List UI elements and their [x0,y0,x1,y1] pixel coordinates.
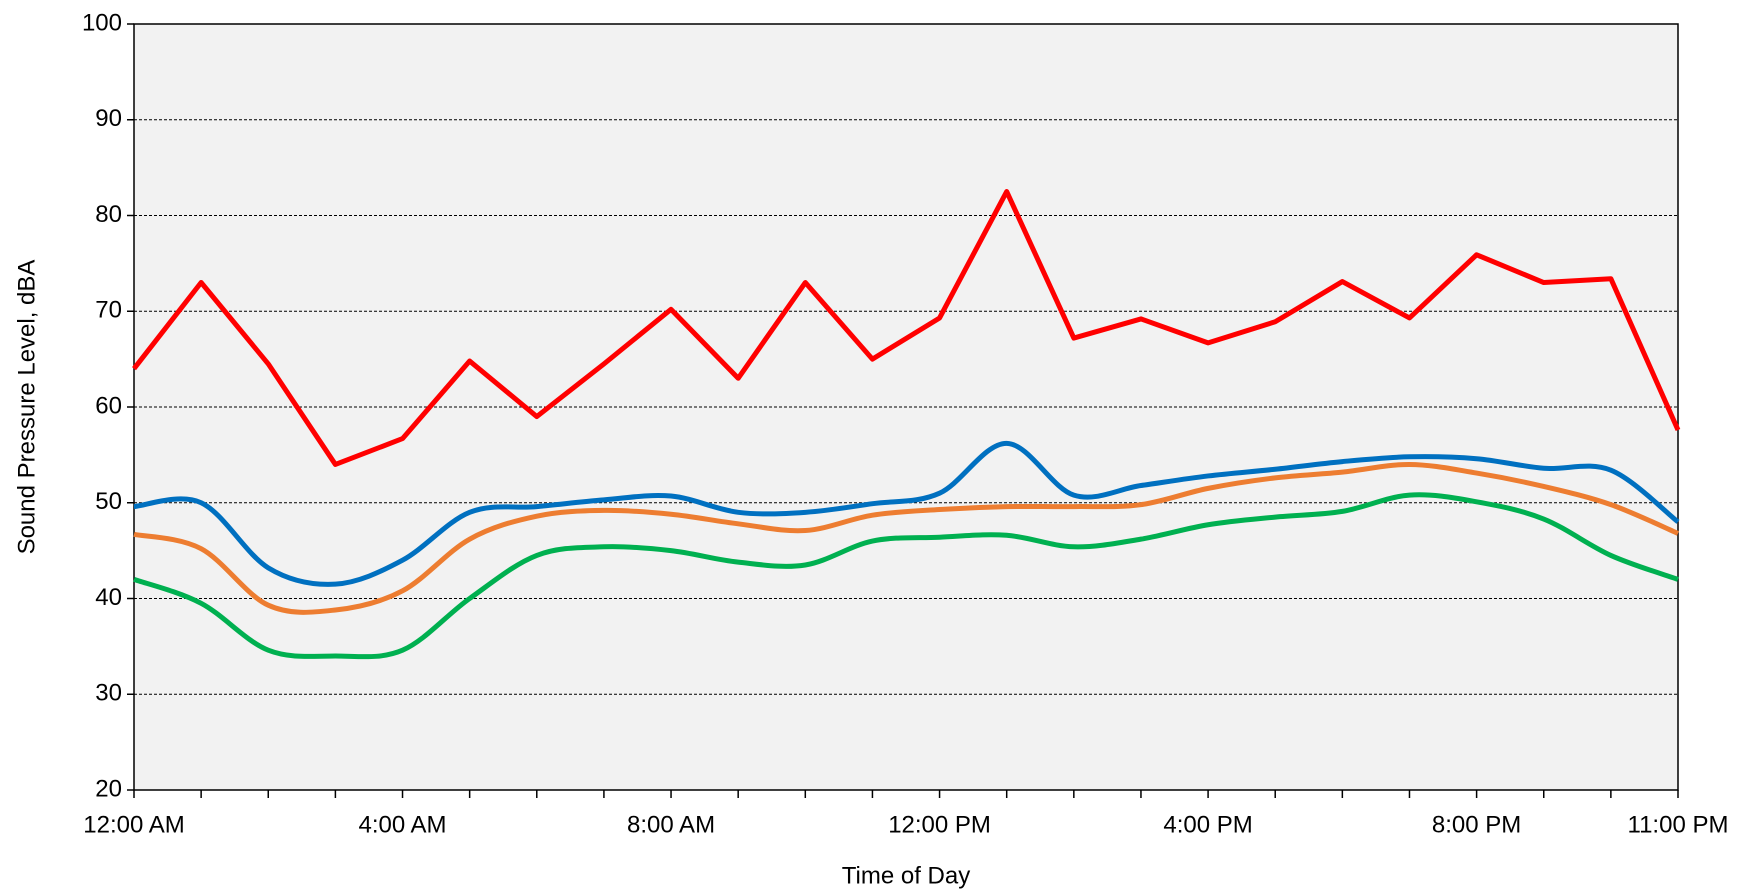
x-tick-label: 4:00 PM [1163,811,1252,838]
y-axis-title: Sound Pressure Level, dBA [13,260,40,555]
series-line [133,440,1680,587]
x-tick-label: 8:00 AM [627,811,715,838]
y-tick-label: 40 [95,584,122,611]
x-tick-label: 8:00 PM [1432,811,1521,838]
x-tick-label: 12:00 PM [888,811,991,838]
x-tick-label: 11:00 PM [1628,811,1729,838]
y-tick-label: 90 [95,105,122,132]
y-tick-label: 30 [95,680,122,707]
y-tick-label: 70 [95,297,122,324]
x-tick-label: 12:00 AM [83,811,184,838]
y-tick-label: 50 [95,488,122,515]
y-tick-label: 20 [95,775,122,802]
plot-border [133,23,1679,791]
y-tick-label: 100 [82,9,122,36]
y-tick-label: 80 [95,201,122,228]
series-line [133,461,1679,615]
x-axis-title: Time of Day [842,862,970,889]
series-line [133,492,1679,660]
y-tick-label: 60 [95,392,122,419]
series-line [132,189,1681,467]
x-tick-label: 4:00 AM [358,811,446,838]
